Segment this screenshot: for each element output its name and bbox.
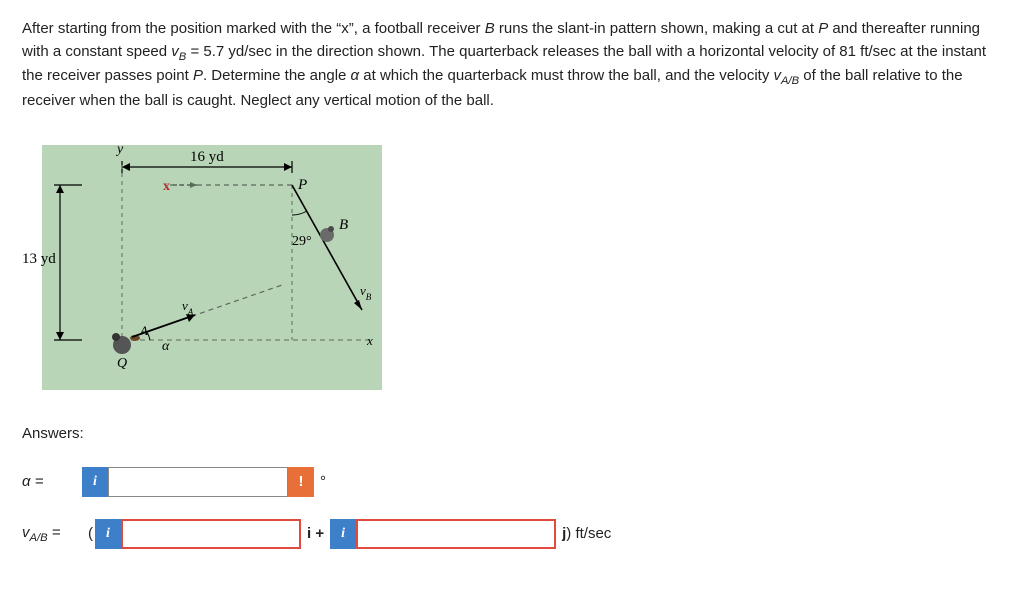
- x-axis-label: x: [366, 333, 373, 348]
- angle-29: 29°: [292, 234, 312, 249]
- alpha-label-fig: α: [162, 339, 170, 354]
- dim-left-label: 13 yd: [22, 251, 56, 267]
- alpha-row: α = i ! °: [22, 467, 1002, 497]
- vab-row: vA/B = ( i i + i j) ft/sec: [22, 519, 1002, 549]
- alpha-row-label: α =: [22, 473, 82, 490]
- y-axis-label: y: [115, 142, 124, 157]
- B-label: B: [339, 217, 348, 233]
- start-x-marker: x: [163, 179, 170, 194]
- Q-label: Q: [117, 356, 127, 371]
- vB-value: 5.7: [203, 43, 224, 60]
- vab-row-label: vA/B =: [22, 524, 82, 544]
- dim-top-label: 16 yd: [190, 149, 224, 165]
- P-label: P: [297, 177, 307, 193]
- diagram-svg: 16 yd y x P B vB 29° 13 yd: [22, 135, 382, 395]
- info-icon[interactable]: i: [95, 519, 121, 549]
- alpha-input[interactable]: [108, 467, 288, 497]
- answers-block: Answers: α = i ! ° vA/B = ( i i + i j) f…: [22, 425, 1002, 549]
- info-icon[interactable]: i: [82, 467, 108, 497]
- warning-icon: !: [288, 467, 314, 497]
- vab-i-input[interactable]: [121, 519, 301, 549]
- open-paren: (: [88, 525, 93, 542]
- A-label: A: [139, 323, 148, 338]
- vab-j-input[interactable]: [356, 519, 556, 549]
- problem-statement: After starting from the position marked …: [22, 18, 1002, 113]
- answers-title: Answers:: [22, 425, 1002, 442]
- figure: 16 yd y x P B vB 29° 13 yd: [22, 135, 1002, 400]
- vab-unit: j) ft/sec: [562, 525, 611, 542]
- i-plus-label: i +: [307, 525, 324, 542]
- info-icon[interactable]: i: [330, 519, 356, 549]
- alpha-unit: °: [320, 473, 326, 490]
